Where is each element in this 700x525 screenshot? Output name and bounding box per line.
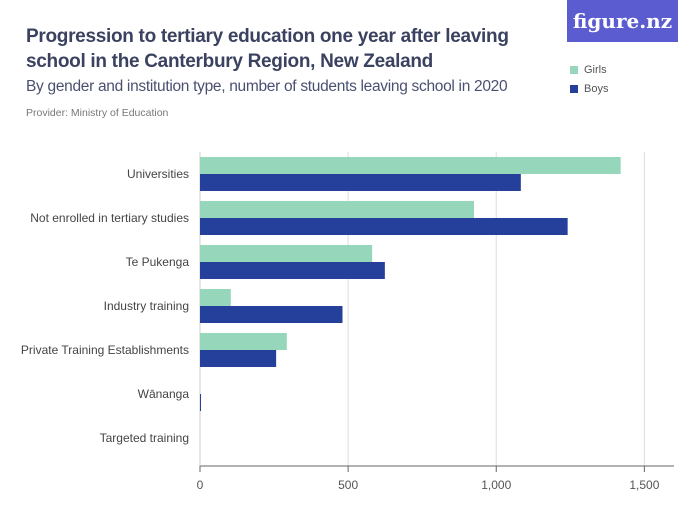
category-label: Not enrolled in tertiary studies <box>30 211 189 225</box>
bar-girls <box>200 201 475 218</box>
bar-boys <box>200 174 521 191</box>
legend-item-boys: Boys <box>570 79 608 98</box>
category-label: Universities <box>127 167 189 181</box>
girls-swatch <box>570 65 578 74</box>
legend-item-girls: Girls <box>570 60 608 79</box>
bar-girls <box>200 289 231 306</box>
bar-girls <box>200 245 373 262</box>
figure-nz-logo[interactable]: figure.nz <box>567 0 678 42</box>
bar-boys <box>200 394 201 411</box>
category-label: Targeted training <box>100 431 189 445</box>
category-label: Wānanga <box>138 387 190 401</box>
provider-text: Provider: Ministry of Education <box>26 107 169 119</box>
chart-title: Progression to tertiary education one ye… <box>26 26 509 72</box>
category-label: Te Pukenga <box>126 255 190 269</box>
bar-boys <box>200 262 385 279</box>
bar-boys <box>200 218 568 235</box>
legend-label: Boys <box>584 82 609 95</box>
bar-boys <box>200 350 277 367</box>
bar-girls <box>200 157 621 174</box>
bar-boys <box>200 306 343 323</box>
x-tick-label: 500 <box>338 478 358 492</box>
x-tick-label: 0 <box>197 478 204 492</box>
bar-girls <box>200 333 287 350</box>
legend-label: Girls <box>584 63 607 76</box>
category-label: Private Training Establishments <box>21 343 189 357</box>
category-label: Industry training <box>104 299 189 313</box>
boys-swatch <box>570 84 578 93</box>
x-tick-label: 1,500 <box>629 478 659 492</box>
chart-subtitle: By gender and institution type, number o… <box>26 78 508 95</box>
x-tick-label: 1,000 <box>481 478 511 492</box>
legend: Girls Boys <box>570 60 608 98</box>
